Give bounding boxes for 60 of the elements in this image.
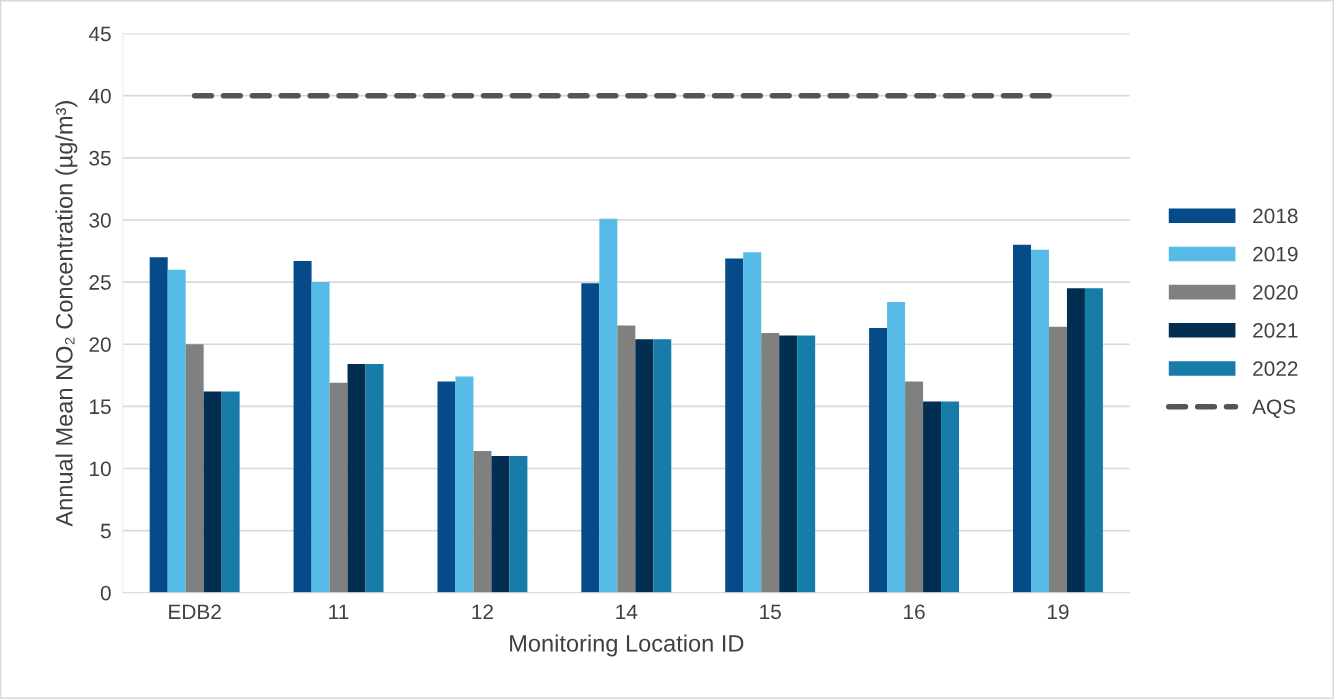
bar: [905, 381, 924, 593]
bar: [293, 260, 312, 593]
bar: [347, 364, 366, 593]
y-tick-label: 20: [89, 337, 111, 352]
y-tick-label: 40: [88, 88, 111, 104]
bar: [779, 335, 798, 593]
y-tick-label: 45: [88, 26, 111, 42]
bar: [653, 339, 672, 593]
bar: [365, 364, 384, 593]
y-axis-title: Annual Mean NO₂ Concentration (µg/m³): [55, 101, 78, 527]
bar: [437, 381, 456, 593]
y-tick-label: 35: [89, 150, 111, 166]
bar: [509, 456, 528, 593]
bar: [149, 257, 168, 593]
bar: [743, 252, 762, 593]
x-tick-label: 12: [472, 604, 493, 619]
y-tick-label: 15: [90, 399, 111, 415]
bar: [473, 451, 492, 593]
bar: [869, 328, 888, 593]
y-tick-label: 5: [100, 523, 111, 539]
bar: [617, 325, 636, 593]
bar: [1048, 326, 1067, 593]
bar: [455, 376, 474, 593]
x-tick-label: 16: [904, 604, 925, 620]
bar: [1066, 288, 1085, 593]
bar: [203, 391, 222, 593]
legend-label: AQS: [1252, 399, 1296, 418]
x-tick-label: EDB2: [169, 604, 221, 619]
y-tick-label: 0: [100, 585, 111, 601]
legend-label: 2020: [1253, 284, 1298, 300]
bar: [761, 333, 780, 593]
bar: [599, 218, 618, 593]
bar: [635, 339, 654, 593]
legend-label: 2019: [1253, 246, 1298, 262]
y-tick-label: 25: [89, 275, 111, 290]
legend-label: 2022: [1253, 361, 1298, 376]
bar: [329, 382, 348, 593]
bar: [221, 391, 240, 593]
bar: [725, 258, 744, 593]
y-tick-label: 30: [89, 212, 111, 228]
bar: [1012, 244, 1031, 593]
bar: [1030, 249, 1049, 593]
bar: [185, 344, 204, 593]
legend-label: 2021: [1253, 323, 1298, 338]
x-tick-label: 14: [616, 604, 638, 619]
bar: [797, 335, 816, 593]
bar: [581, 283, 600, 593]
x-axis-title: Monitoring Location ID: [510, 634, 744, 657]
bar: [311, 282, 330, 593]
y-tick-label: 10: [90, 461, 111, 477]
x-tick-label: 19: [1047, 604, 1069, 620]
bar: [941, 401, 960, 593]
bar: [923, 401, 942, 593]
bar: [167, 269, 186, 593]
bar: [1084, 288, 1103, 593]
legend-label: 2018: [1253, 208, 1298, 224]
bar: [491, 456, 510, 593]
x-tick-label: 15: [760, 604, 781, 620]
bar: [887, 301, 906, 593]
x-tick-label: 11: [329, 604, 349, 619]
